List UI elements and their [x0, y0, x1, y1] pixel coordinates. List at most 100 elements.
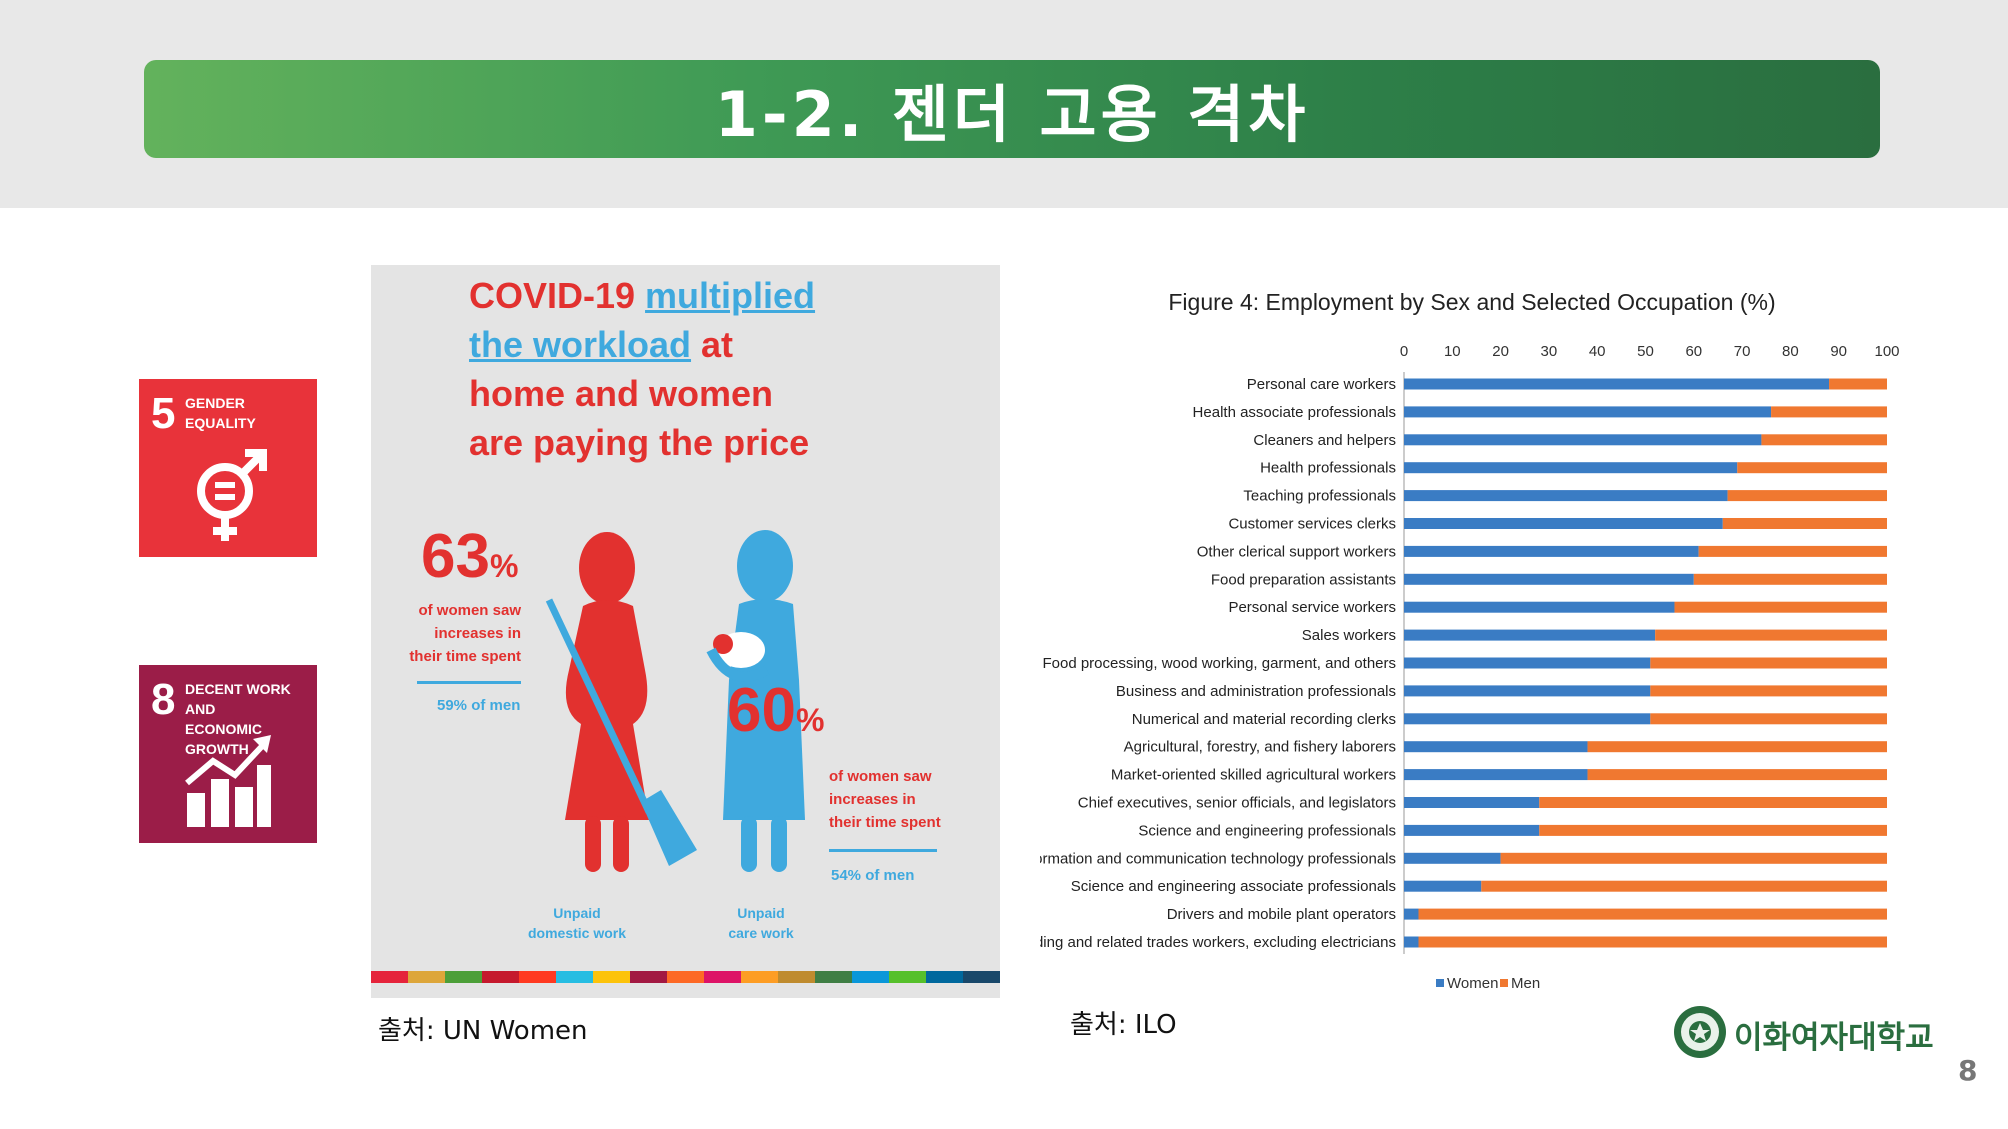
note-line: their time spent [829, 814, 941, 831]
x-tick-label: 40 [1589, 343, 1606, 360]
caption-line: domestic work [527, 925, 627, 941]
page-number: 8 [1958, 1054, 1978, 1087]
bar-women [1404, 657, 1651, 669]
note-line: increases in [829, 791, 916, 808]
caption-care: Unpaid care work [711, 903, 811, 943]
bar-women [1404, 824, 1540, 836]
bar-women [1404, 601, 1675, 613]
covid-workload-infographic: COVID-19 multiplied the workload at home… [371, 265, 1000, 998]
headline-part: are paying the price [469, 422, 810, 463]
category-label: Information and communication technology… [1040, 850, 1396, 867]
category-label: Drivers and mobile plant operators [1167, 906, 1396, 923]
category-label: Health professionals [1260, 460, 1396, 477]
bar-men [1481, 880, 1887, 892]
legend-label: Men [1511, 975, 1540, 992]
x-tick-label: 0 [1400, 343, 1408, 360]
bar-men [1674, 601, 1887, 613]
employment-by-sex-chart: Figure 4: Employment by Sex and Selected… [1040, 289, 1900, 992]
caption-line: Unpaid [553, 905, 601, 921]
bar-men [1587, 741, 1887, 753]
bar-men [1829, 378, 1887, 390]
bar-men [1698, 545, 1887, 557]
bar-women [1404, 462, 1738, 474]
woman-with-baby-figure [706, 530, 805, 872]
headline-part: at [691, 324, 734, 365]
category-label: Customer services clerks [1228, 516, 1396, 533]
bar-men [1693, 573, 1887, 585]
bar-women [1404, 769, 1588, 781]
legend-swatch [1500, 979, 1508, 987]
woman-sweeping-figure [545, 532, 697, 872]
headline-part: the workload [469, 324, 692, 365]
headline-part: multiplied [645, 275, 816, 316]
note-line: increases in [434, 625, 521, 642]
gender-equality-icon [197, 449, 267, 541]
women-domestic-note: of women saw increases in their time spe… [401, 599, 521, 668]
category-label: Science and engineering associate profes… [1071, 878, 1396, 895]
note-line: of women saw [418, 602, 521, 619]
bar-men [1539, 797, 1887, 808]
caption-line: Unpaid [737, 905, 785, 921]
bar-women [1404, 490, 1728, 502]
sdg-label-line: DECENT WORK AND [185, 681, 291, 717]
category-label: Science and engineering professionals [1138, 822, 1396, 839]
category-label: Food preparation assistants [1211, 571, 1396, 588]
category-label: Market-oriented skilled agricultural wor… [1111, 767, 1396, 784]
x-tick-label: 100 [1874, 343, 1899, 360]
men-domestic-value: 59% of men [437, 697, 521, 714]
caption-domestic: Unpaid domestic work [519, 903, 635, 943]
bar-women [1404, 406, 1772, 418]
sdg-number: 8 [151, 675, 176, 724]
legend-swatch [1436, 979, 1444, 987]
x-tick-label: 80 [1782, 343, 1799, 360]
headline-part: home and women [469, 373, 774, 414]
bar-women [1404, 545, 1699, 557]
sdg-color-stripe [371, 971, 1000, 983]
bar-men [1722, 518, 1887, 529]
bar-men [1587, 769, 1887, 781]
bar-men [1771, 406, 1887, 418]
infographic-headline: COVID-19 multiplied the workload at home… [469, 271, 989, 467]
sdg-number: 5 [151, 389, 176, 438]
category-label: Business and administration professional… [1116, 683, 1396, 700]
category-label: Cleaners and helpers [1253, 432, 1396, 449]
title-bar: 1-2. 젠더 고용 격차 [144, 60, 1880, 158]
source-ilo: 출처: ILO [1070, 1010, 1177, 1040]
bar-men [1655, 629, 1887, 641]
category-label: Other clerical support workers [1197, 543, 1396, 560]
bar-women [1404, 852, 1501, 864]
x-tick-label: 50 [1637, 343, 1654, 360]
note-line: their time spent [409, 648, 521, 665]
women-care-note: of women saw increases in their time spe… [829, 765, 979, 834]
women-care-percent: 60% [727, 675, 824, 746]
x-tick-label: 70 [1734, 343, 1751, 360]
women-domestic-percent: 63% [421, 521, 518, 592]
sdg-8-card: 8 DECENT WORK AND ECONOMIC GROWTH [139, 665, 317, 843]
bar-women [1404, 741, 1588, 753]
headline-part: COVID-19 [469, 275, 646, 316]
source-un-women: 출처: UN Women [378, 1016, 588, 1046]
bar-women [1404, 685, 1651, 697]
note-line: of women saw [829, 768, 932, 785]
category-label: Numerical and material recording clerks [1132, 711, 1396, 728]
category-label: Agricultural, forestry, and fishery labo… [1124, 739, 1396, 756]
bar-men [1539, 824, 1887, 836]
category-label: Chief executives, senior officials, and … [1078, 795, 1396, 812]
caption-line: care work [728, 925, 794, 941]
x-tick-label: 20 [1492, 343, 1509, 360]
bar-men [1418, 936, 1887, 948]
bar-men [1650, 657, 1887, 669]
bar-women [1404, 434, 1762, 446]
bar-women [1404, 880, 1482, 892]
bar-women [1404, 573, 1694, 585]
sdg-label-line: EQUALITY [185, 415, 256, 431]
bar-women [1404, 518, 1723, 529]
bar-men [1650, 685, 1887, 697]
category-label: Health associate professionals [1193, 404, 1396, 421]
bar-men [1500, 852, 1887, 864]
men-care-value: 54% of men [831, 867, 915, 884]
category-label: Personal service workers [1228, 599, 1396, 616]
ewha-logo: 이화여자대학교 [1672, 1004, 1934, 1060]
percent-value: 60 [727, 676, 796, 745]
x-tick-label: 90 [1830, 343, 1847, 360]
